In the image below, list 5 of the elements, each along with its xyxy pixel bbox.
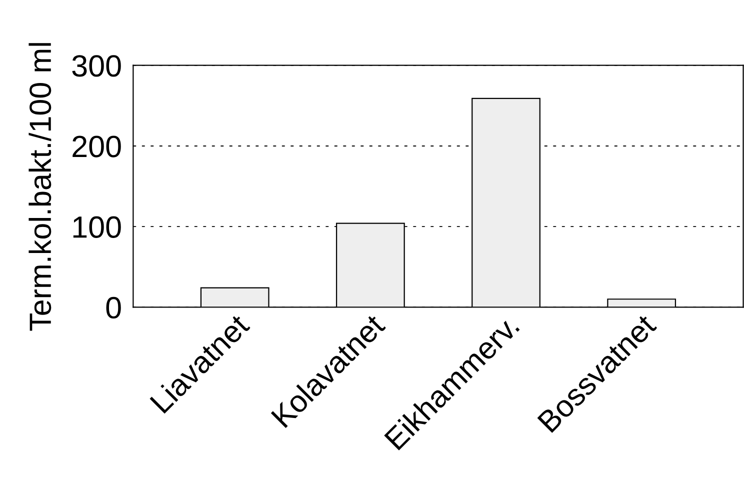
y-tick-label: 100: [73, 216, 121, 238]
y-axis-title: Term.kol.bakt./100 ml: [28, 43, 52, 331]
y-tick-label: 200: [72, 136, 121, 158]
y-tick-label: 300: [72, 55, 121, 77]
y-tick-label: 0: [106, 296, 121, 319]
